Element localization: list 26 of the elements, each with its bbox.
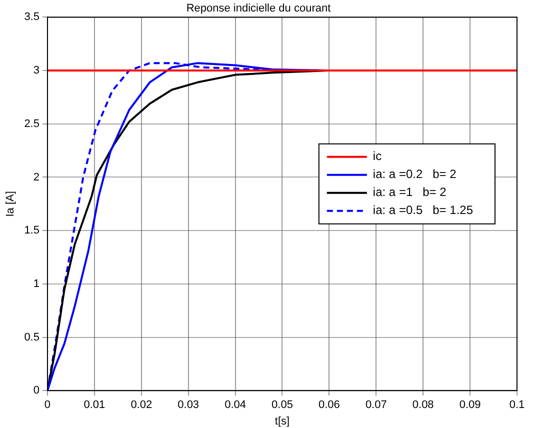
y-tick-label: 1.5 [24,224,40,237]
legend-label: ia: a =0.5 b= 1.25 [372,203,474,218]
legend-label: ia: a =0.2 b= 2 [372,167,457,182]
x-tick-label: 0.01 [84,399,106,412]
x-tick-label: 0.1 [509,399,525,412]
y-axis-title: Ia [A] [4,191,17,217]
legend-label: ia: a =1 b= 2 [372,185,447,200]
y-tick-label: 0 [33,384,40,397]
x-tick-label: 0.02 [130,399,152,412]
x-tick-label: 0.08 [412,399,434,412]
x-tick-label: 0.05 [272,399,293,412]
x-axis-title: t[s] [274,415,290,428]
y-tick-label: 3 [33,64,40,77]
x-tick-label: 0.07 [365,399,387,412]
x-tick-label: 0.04 [224,399,246,412]
y-tick-label: 2.5 [24,118,40,130]
y-tick-label: 0.5 [24,331,40,344]
y-tick-label: 3.5 [24,11,40,24]
y-tick-label: 2 [33,171,40,184]
chart-title: Reponse indicielle du courant [186,2,331,15]
legend-label: ic [372,149,382,164]
x-tick-label: 0.06 [318,399,340,412]
x-tick-label: 0 [44,399,51,412]
y-tick-label: 1 [33,278,40,290]
x-tick-label: 0.03 [178,399,200,412]
x-tick-label: 0.09 [459,399,481,412]
